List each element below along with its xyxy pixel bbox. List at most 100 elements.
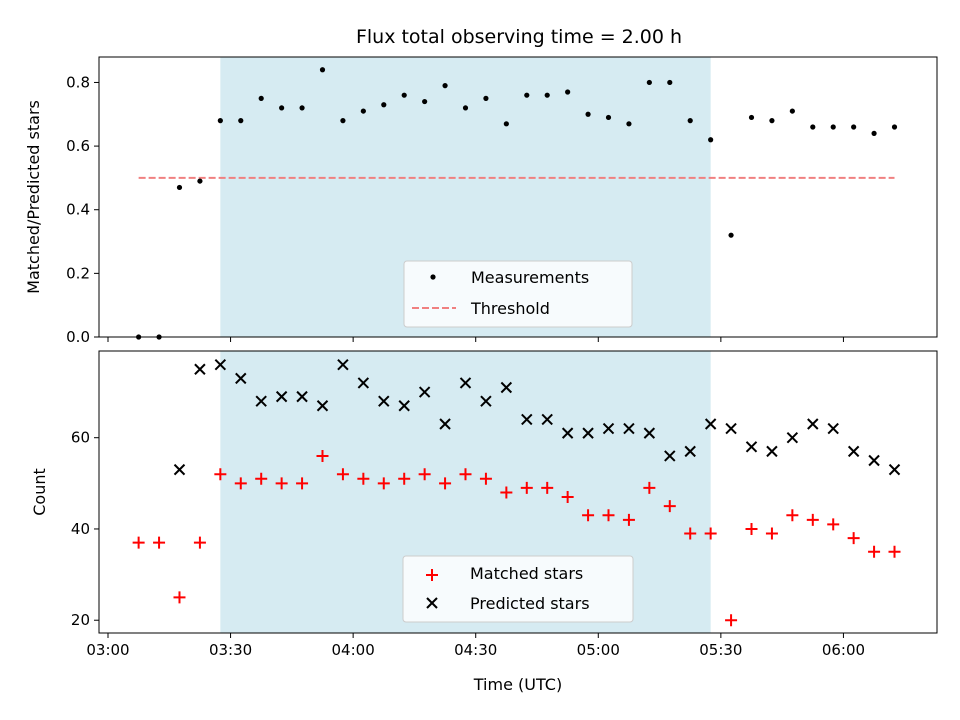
- matched-stars-point: [500, 486, 513, 499]
- measurement-point: [605, 114, 612, 121]
- legend-measurements-marker: [430, 274, 436, 280]
- predicted-stars-point: [521, 413, 533, 426]
- matched-stars-point: [806, 513, 819, 526]
- matched-stars-point: [827, 518, 840, 531]
- matched-stars-point: [193, 536, 206, 549]
- predicted-stars-point: [439, 418, 451, 430]
- matched-stars-point: [173, 591, 186, 604]
- xtick-label-1: 03:30: [209, 641, 252, 659]
- matched-stars-point: [561, 491, 574, 504]
- measurement-point: [769, 118, 775, 124]
- measurement-point: [217, 118, 223, 124]
- legend-matched-marker: [426, 569, 438, 581]
- predicted-stars-point: [398, 400, 410, 412]
- xtick-label-2: 04:00: [332, 641, 375, 659]
- measurement-point: [667, 79, 673, 86]
- matched-stars-point: [316, 449, 329, 462]
- measurement-point: [708, 137, 714, 143]
- matched-stars-point: [541, 481, 554, 494]
- predicted-stars-point: [173, 463, 186, 476]
- matched-stars-point: [418, 468, 431, 481]
- measurement-point: [544, 92, 550, 98]
- predicted-stars-point: [868, 454, 880, 467]
- measurement-point: [442, 83, 448, 89]
- predicted-stars-point: [541, 413, 553, 426]
- bottom-legend: Matched stars Predicted stars: [402, 555, 634, 623]
- bottom-panel-ticks: 03:00 03:30 04:00 04:30 05:00 05:30 06:00 20 40 6…: [71, 429, 865, 659]
- predicted-stars-point: [684, 445, 696, 458]
- measurement-point: [503, 121, 509, 127]
- bottom-ytick-label-0: 20: [71, 611, 90, 629]
- predicted-stars-point: [500, 381, 513, 394]
- measurement-point: [891, 124, 898, 130]
- matched-stars-point: [663, 500, 676, 513]
- legend-predicted-label: Predicted stars: [470, 594, 590, 613]
- matched-stars-point: [868, 545, 881, 558]
- top-ytick-label-0: 0.0: [66, 328, 90, 346]
- predicted-stars-point: [643, 427, 656, 439]
- predicted-stars-point: [561, 427, 574, 439]
- matched-stars-point: [582, 509, 595, 522]
- predicted-stars-point: [296, 390, 308, 403]
- predicted-stars-point: [316, 400, 329, 412]
- matched-stars-point: [684, 527, 697, 540]
- measurement-point: [279, 105, 285, 111]
- predicted-stars-point: [807, 418, 819, 430]
- matched-stars-point: [255, 472, 268, 485]
- bottom-panel: 03:00 03:30 04:00 04:30 05:00 05:30 06:00 20 40 6…: [30, 350, 938, 694]
- measurement-point: [319, 67, 326, 73]
- predicted-stars-point: [337, 358, 349, 371]
- measurement-point: [299, 105, 305, 111]
- predicted-stars-point: [602, 422, 615, 435]
- matched-stars-point: [479, 472, 492, 485]
- matched-stars-point: [847, 532, 860, 545]
- measurement-point: [871, 130, 877, 136]
- measurement-point: [360, 108, 366, 114]
- measurement-point: [789, 108, 795, 114]
- measurement-point: [401, 92, 407, 98]
- top-panel-frame: [98, 56, 938, 338]
- matched-stars-point: [643, 481, 656, 494]
- measurement-point: [728, 232, 734, 238]
- legend-measurements-label: Measurements: [471, 268, 589, 287]
- measurement-point: [830, 124, 836, 130]
- chart-title: Flux total observing time = 2.00 h: [356, 26, 682, 48]
- legend-matched-label: Matched stars: [470, 564, 583, 583]
- predicted-stars-point: [357, 377, 370, 389]
- matched-stars-point: [888, 545, 901, 558]
- predicted-stars-point: [623, 422, 635, 435]
- measurement-point: [851, 124, 857, 130]
- matched-stars-point: [459, 468, 472, 481]
- predicted-stars-point: [888, 463, 901, 476]
- bottom-panel-marks: [132, 358, 901, 627]
- measurement-point: [176, 184, 183, 191]
- bottom-panel-ylabel: Count: [30, 468, 49, 516]
- predicted-stars-point: [255, 395, 267, 407]
- top-ytick-label-1: 0.2: [66, 264, 90, 282]
- predicted-stars-point: [725, 422, 737, 435]
- measurement-point: [585, 111, 591, 117]
- matched-stars-point: [357, 472, 370, 485]
- predicted-stars-point: [786, 431, 799, 444]
- top-panel-ylabel: Matched/Predicted stars: [24, 100, 43, 294]
- predicted-stars-point: [459, 377, 472, 389]
- xtick-label-5: 05:30: [699, 641, 742, 659]
- bottom-ytick-label-2: 60: [71, 429, 90, 447]
- measurement-point: [626, 121, 632, 127]
- bottom-panel-frame: [98, 350, 938, 634]
- top-ytick-label-4: 0.8: [66, 73, 90, 91]
- predicted-stars-point: [275, 390, 288, 403]
- measurement-point: [687, 118, 693, 124]
- matched-stars-point: [336, 468, 349, 481]
- top-panel-ticks: 0.0 0.2 0.4 0.6 0.8: [66, 73, 844, 346]
- measurement-point: [197, 178, 203, 184]
- matched-stars-point: [725, 614, 738, 627]
- bottom-legend-box: [402, 555, 634, 623]
- measurement-point: [381, 102, 387, 108]
- matched-stars-point: [377, 477, 390, 490]
- matched-stars-point: [745, 522, 758, 535]
- matched-stars-point: [765, 527, 778, 540]
- measurement-point: [462, 105, 469, 111]
- predicted-stars-point: [704, 418, 717, 430]
- x-axis-label: Time (UTC): [473, 675, 562, 694]
